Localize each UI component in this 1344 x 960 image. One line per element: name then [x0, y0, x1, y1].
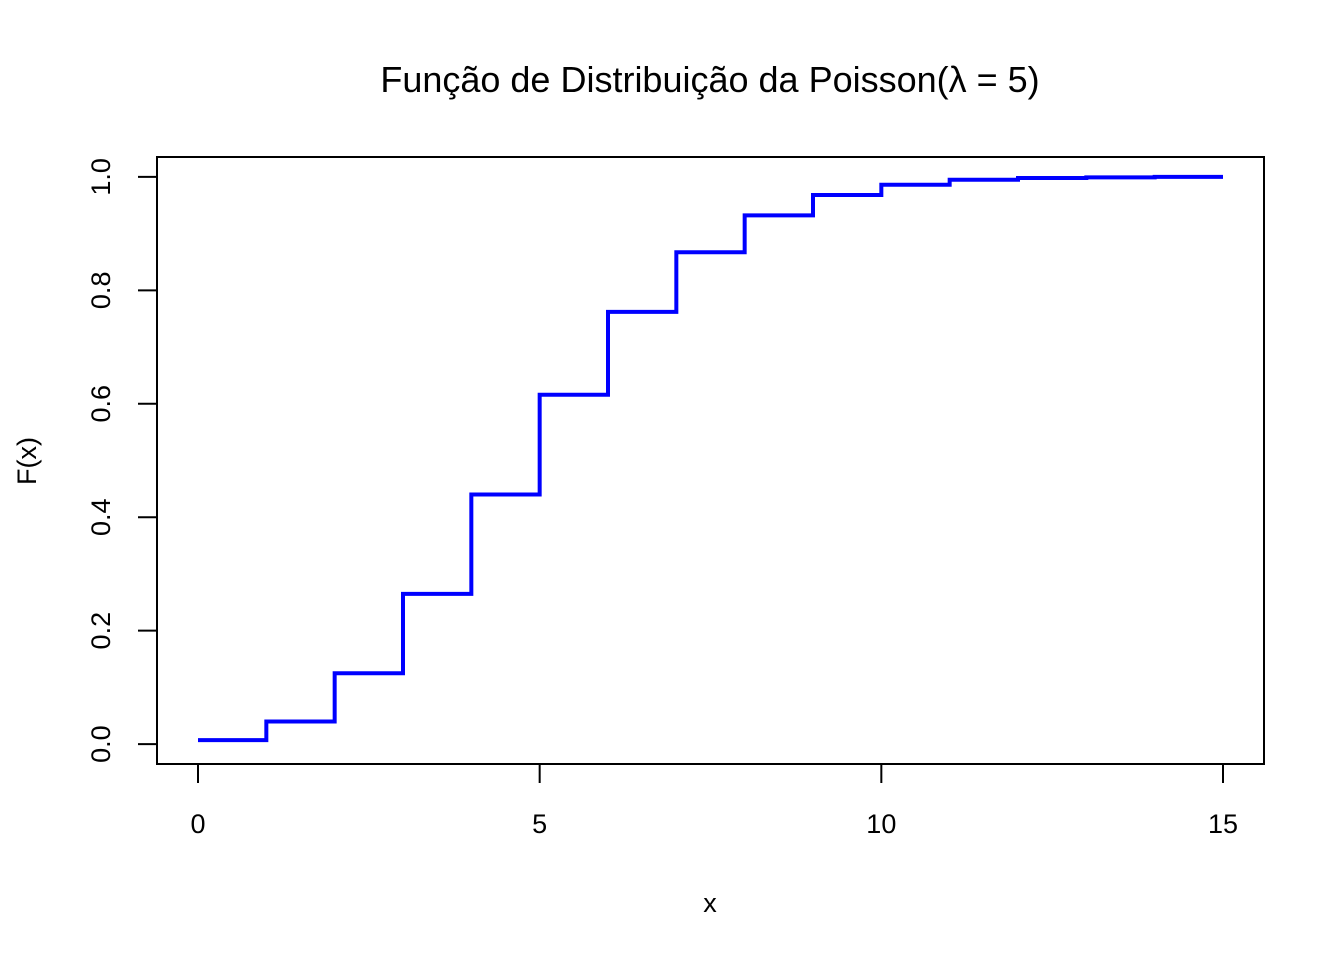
chart-title: Função de Distribuição da Poisson(λ = 5) — [380, 59, 1039, 100]
x-axis-label: x — [703, 888, 717, 918]
series-line — [198, 174, 1223, 743]
y-tick-label: 0.8 — [86, 272, 116, 310]
series-layer — [198, 174, 1223, 743]
plot-frame — [156, 156, 1265, 765]
y-tick-label: 0.2 — [86, 612, 116, 650]
y-tick-label: 0.6 — [86, 385, 116, 423]
y-tick-label: 0.4 — [86, 498, 116, 536]
x-axis: 0 5 10 15 — [190, 763, 1238, 839]
y-axis: 0.0 0.2 0.4 0.6 0.8 1.0 — [86, 158, 158, 763]
x-tick-label: 10 — [866, 809, 896, 839]
y-tick-label: 0.0 — [86, 725, 116, 763]
y-axis-label: F(x) — [12, 437, 42, 485]
x-tick-label: 0 — [190, 809, 205, 839]
y-tick-label: 1.0 — [86, 158, 116, 196]
x-tick-label: 5 — [532, 809, 547, 839]
x-tick-label: 15 — [1208, 809, 1238, 839]
